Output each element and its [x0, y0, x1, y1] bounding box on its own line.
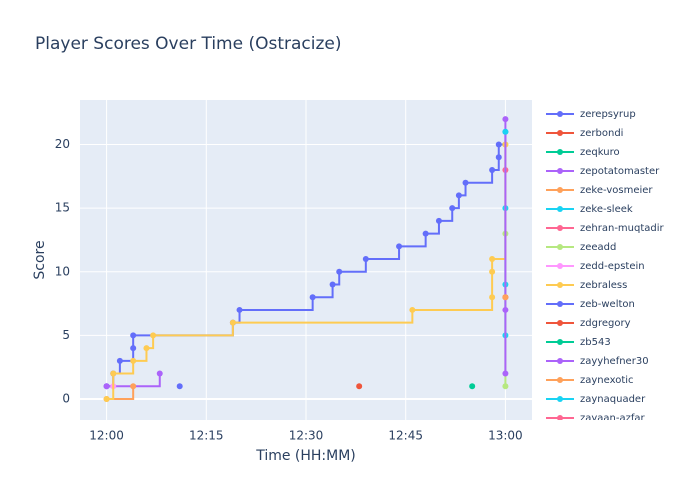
legend-label[interactable]: zedd-epstein [580, 261, 645, 272]
legend-marker [557, 130, 563, 136]
legend-label[interactable]: zaynaquader [580, 394, 646, 405]
data-point [396, 243, 403, 250]
data-point [329, 281, 336, 288]
legend-label[interactable]: zerbondi [580, 128, 623, 139]
data-point [422, 230, 429, 237]
data-point [489, 294, 496, 301]
legend-label[interactable]: zeke-sleek [580, 204, 633, 215]
data-point [489, 256, 496, 263]
legend-label[interactable]: zdgregory [580, 318, 631, 329]
legend-marker [557, 377, 563, 383]
legend-label[interactable]: zayaan-azfar [580, 413, 646, 424]
data-point [409, 306, 416, 313]
legend-label[interactable]: zeeadd [580, 242, 616, 253]
legend-marker [557, 244, 563, 250]
legend-marker [557, 149, 563, 155]
legend-marker [557, 225, 563, 231]
data-point [110, 370, 117, 377]
legend-marker [557, 396, 563, 402]
series-line [106, 373, 161, 388]
data-point [489, 166, 496, 173]
legend-label[interactable]: zeke-vosmeier [580, 185, 653, 196]
legend-marker [557, 187, 563, 193]
x-tick-label: 12:45 [388, 429, 423, 443]
legend-marker [557, 111, 563, 117]
data-point [362, 256, 369, 263]
data-point [309, 294, 316, 301]
legend-label[interactable]: zeqkuro [580, 147, 620, 158]
legend-label[interactable]: zehran-muqtadir [580, 223, 665, 234]
legend-label[interactable]: zb543 [580, 337, 611, 348]
data-point [229, 319, 236, 326]
data-point [156, 370, 163, 377]
data-point [150, 332, 157, 339]
data-point [502, 116, 509, 123]
data-point [130, 383, 137, 390]
legend-marker [557, 206, 563, 212]
data-point [495, 141, 502, 148]
data-point [469, 383, 476, 390]
data-point [176, 383, 183, 390]
x-tick-label: 13:00 [488, 429, 523, 443]
data-point [236, 306, 243, 313]
legend-label[interactable]: zebraless [580, 280, 627, 291]
y-tick-label: 20 [55, 137, 70, 151]
series-layer [103, 116, 509, 403]
data-point [502, 128, 509, 135]
legend-marker [557, 415, 563, 420]
x-tick-label: 12:00 [89, 429, 124, 443]
data-point [489, 268, 496, 275]
data-point [130, 357, 137, 364]
legend-label[interactable]: zeb-welton [580, 299, 635, 310]
legend-label[interactable]: zerepsyrup [580, 109, 636, 120]
data-point [103, 396, 110, 403]
legend-label[interactable]: zayyhefner30 [580, 356, 649, 367]
y-tick-label: 15 [55, 201, 70, 215]
legend-marker [557, 168, 563, 174]
legend-label[interactable]: zaynexotic [580, 375, 634, 386]
data-point [356, 383, 363, 390]
data-point [116, 357, 123, 364]
data-point [462, 179, 469, 186]
data-point [449, 205, 456, 212]
legend-marker [557, 282, 563, 288]
legend-marker [557, 320, 563, 326]
legend-marker [557, 263, 563, 269]
legend-label[interactable]: zepotatomaster [580, 166, 660, 177]
legend-marker [557, 358, 563, 364]
data-point [455, 192, 462, 199]
data-point [502, 294, 509, 301]
data-point [130, 345, 137, 352]
data-point [435, 217, 442, 224]
legend-marker [557, 339, 563, 345]
y-tick-label: 5 [62, 328, 70, 342]
data-point [502, 370, 509, 377]
y-axis-title: Score [32, 240, 48, 279]
data-point [502, 383, 509, 390]
data-point [130, 332, 137, 339]
series-line [106, 386, 135, 401]
data-point [502, 306, 509, 313]
x-axis-title: Time (HH:MM) [255, 448, 356, 464]
y-tick-label: 0 [62, 392, 70, 406]
legend: zerepsyrup zerbondi zeqkuro zepotatomaster z… [546, 109, 665, 424]
data-point [336, 268, 343, 275]
x-tick-label: 12:15 [189, 429, 224, 443]
x-tick-label: 12:30 [289, 429, 324, 443]
y-tick-label: 10 [55, 264, 70, 278]
data-point [495, 154, 502, 161]
data-point [103, 383, 110, 390]
legend-marker [557, 301, 563, 307]
chart-title: Player Scores Over Time (Ostracize) [35, 34, 342, 54]
data-point [143, 345, 150, 352]
